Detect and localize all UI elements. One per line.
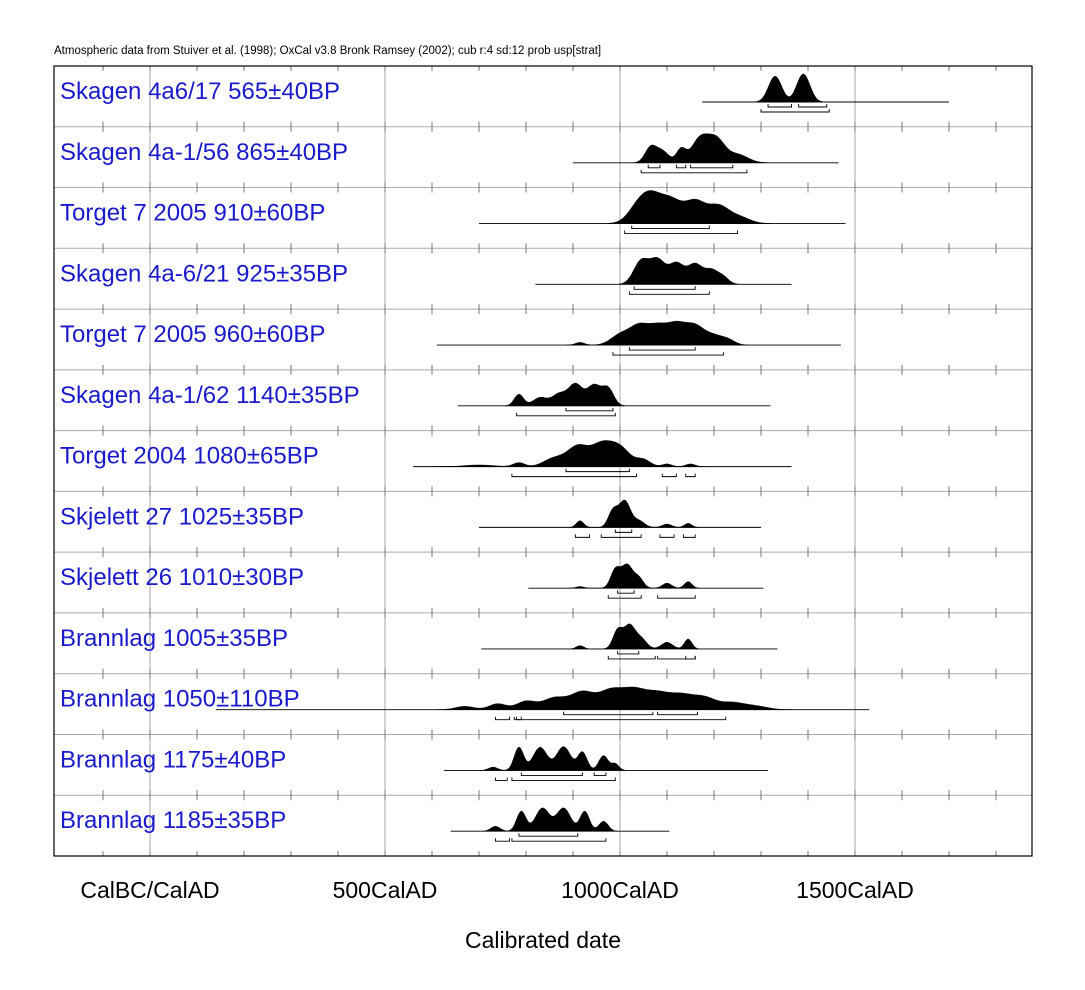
- hpd-95-bracket: [495, 716, 510, 721]
- probability-distribution: [568, 563, 700, 589]
- hpd-95-bracket: [516, 412, 616, 417]
- sample-row: Brannlag 1050±110BP: [60, 686, 870, 721]
- hpd-95-bracket: [685, 655, 696, 660]
- sample-row: Skagen 4a-1/62 1140±35BP: [60, 382, 771, 417]
- sample-label: Brannlag 1050±110BP: [60, 686, 300, 713]
- plot-frame: [53, 65, 1033, 857]
- sample-row: Skagen 4a-6/21 925±35BP: [60, 257, 792, 295]
- sample-row: Brannlag 1005±35BP: [60, 623, 778, 660]
- sample-label: Skagen 4a-1/56 865±40BP: [60, 139, 348, 166]
- hpd-95-bracket: [511, 838, 607, 842]
- hpd-95-bracket: [511, 777, 616, 781]
- probability-distribution: [633, 133, 769, 164]
- sample-label: Brannlag 1185±35BP: [60, 807, 286, 834]
- hpd-68-bracket: [657, 711, 698, 716]
- probability-distribution: [568, 623, 700, 650]
- hpd-68-bracket: [518, 833, 579, 837]
- hpd-95-bracket: [760, 109, 830, 113]
- probability-distribution: [755, 73, 824, 103]
- sample-row: Skjelett 26 1010±30BP: [60, 563, 764, 599]
- hpd-68-bracket: [565, 407, 614, 412]
- sample-row: Brannlag 1185±35BP: [60, 807, 670, 842]
- hpd-95-bracket: [628, 291, 710, 295]
- hpd-95-bracket: [685, 473, 696, 478]
- hpd-68-bracket: [565, 468, 630, 473]
- sample-row: Torget 7 2005 960±60BP: [60, 320, 841, 356]
- hpd-95-bracket: [516, 716, 727, 721]
- sample-label: Torget 7 2005 910±60BP: [60, 200, 325, 227]
- sample-label: Brannlag 1175±40BP: [60, 746, 286, 773]
- sample-rows: Skagen 4a6/17 565±40BP Skagen 4a-1/56 865…: [60, 73, 949, 842]
- sample-row: Skagen 4a6/17 565±40BP: [60, 73, 949, 113]
- probability-distribution: [565, 320, 750, 346]
- x-axis: CalBC/CalAD 500CalAD 1000CalAD 1500CalAD: [80, 877, 913, 903]
- hpd-68-bracket: [563, 711, 654, 716]
- hpd-95-bracket: [495, 838, 510, 842]
- probability-distribution: [618, 257, 741, 285]
- hpd-95-bracket: [640, 169, 748, 174]
- sample-label: Skjelett 27 1025±35BP: [60, 503, 304, 530]
- x-axis-title: Calibrated date: [465, 927, 621, 953]
- hpd-95-bracket: [683, 534, 696, 538]
- hpd-68-bracket: [675, 164, 687, 169]
- hpd-68-bracket: [628, 347, 696, 351]
- x-tick-label: 1500CalAD: [796, 877, 914, 903]
- hpd-68-bracket: [631, 225, 710, 229]
- sample-label: Torget 2004 1080±65BP: [60, 443, 319, 470]
- sample-row: Skjelett 27 1025±35BP: [60, 499, 761, 538]
- sample-row: Torget 2004 1080±65BP: [60, 440, 792, 478]
- hpd-95-bracket: [574, 534, 590, 538]
- probability-distribution: [478, 746, 627, 771]
- hpd-68-bracket: [690, 164, 734, 169]
- hpd-95-bracket: [661, 473, 677, 478]
- hpd-95-bracket: [659, 534, 675, 538]
- hpd-68-bracket: [798, 104, 828, 108]
- probability-distribution: [436, 440, 705, 467]
- chart-header: Atmospheric data from Stuiver et al. (19…: [54, 45, 601, 57]
- hpd-68-bracket: [633, 286, 696, 290]
- x-tick-label: CalBC/CalAD: [80, 877, 219, 903]
- probability-distribution: [504, 382, 626, 407]
- sample-row: Brannlag 1175±40BP: [60, 746, 769, 781]
- probability-distribution: [481, 807, 618, 832]
- hpd-68-bracket: [593, 772, 607, 776]
- hpd-68-bracket: [617, 650, 640, 655]
- x-tick-label: 500CalAD: [333, 877, 438, 903]
- sample-label: Skjelett 26 1010±30BP: [60, 564, 304, 591]
- hpd-68-bracket: [520, 772, 583, 776]
- hpd-95-bracket: [607, 655, 656, 660]
- x-tick-label: 1000CalAD: [561, 877, 679, 903]
- sample-label: Skagen 4a-6/21 925±35BP: [60, 260, 348, 287]
- hpd-68-bracket: [767, 104, 792, 108]
- hpd-68-bracket: [647, 164, 661, 169]
- hpd-68-bracket: [617, 590, 635, 594]
- sample-label: Brannlag 1005±35BP: [60, 625, 288, 652]
- sample-label: Skagen 4a6/17 565±40BP: [60, 78, 340, 105]
- probability-distribution: [568, 499, 700, 528]
- sample-label: Skagen 4a-1/62 1140±35BP: [60, 382, 360, 409]
- probability-distribution: [436, 686, 792, 710]
- hpd-68-bracket: [614, 529, 633, 533]
- sample-row: Torget 7 2005 910±60BP: [60, 190, 846, 234]
- grid: [54, 66, 1032, 856]
- sample-label: Torget 7 2005 960±60BP: [60, 321, 325, 348]
- hpd-95-bracket: [511, 473, 637, 478]
- hpd-95-bracket: [612, 352, 724, 356]
- hpd-95-bracket: [624, 230, 738, 234]
- hpd-95-bracket: [600, 534, 642, 538]
- sample-row: Skagen 4a-1/56 865±40BP: [60, 133, 839, 174]
- hpd-95-bracket: [657, 595, 696, 599]
- hpd-95-bracket: [607, 595, 642, 599]
- probability-distribution: [607, 190, 771, 224]
- hpd-95-bracket: [495, 777, 508, 781]
